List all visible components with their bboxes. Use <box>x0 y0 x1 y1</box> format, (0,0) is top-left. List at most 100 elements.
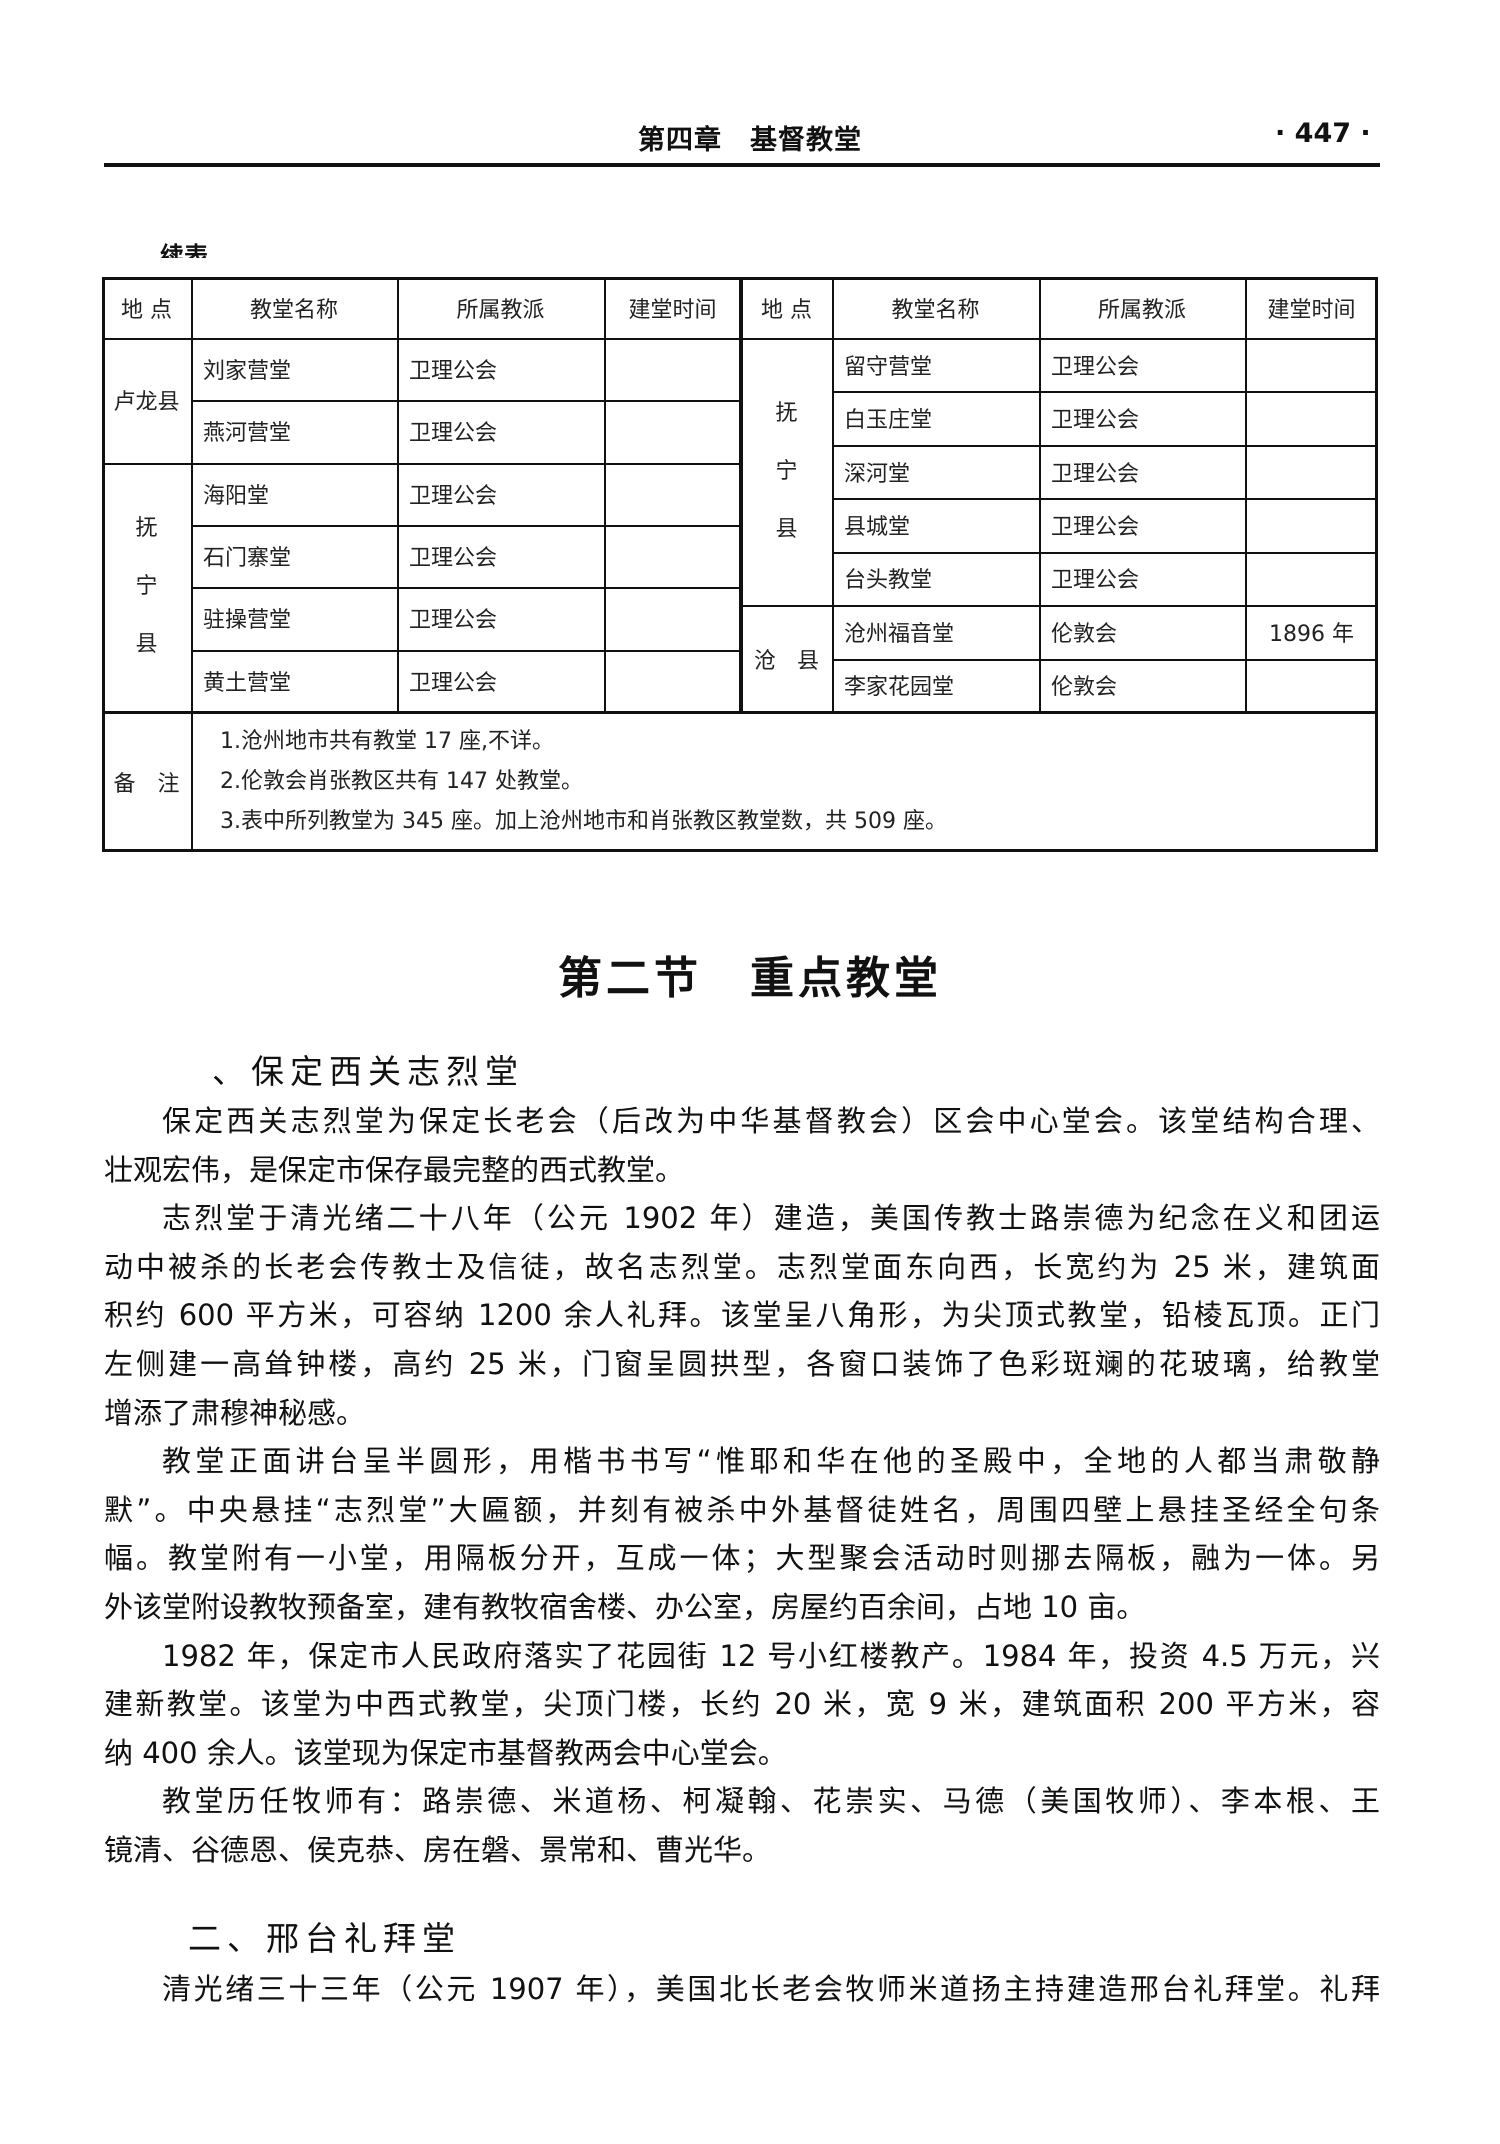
table-rule <box>191 587 741 589</box>
church-name: 县城堂 <box>844 514 911 540</box>
table-rule <box>397 277 399 712</box>
build-year <box>604 400 741 462</box>
location-char: 抚 <box>135 516 158 542</box>
table-rule <box>102 277 105 852</box>
build-year <box>604 338 741 400</box>
column-header: 所属教派 <box>1097 297 1186 323</box>
text-line: 清光绪三十三年（公元 1907 年），美国北长老会牧师米道扬主持建造邢台礼拜堂。… <box>162 1972 1380 2006</box>
note-line: 1.沧州地市共有教堂 17 座,不详。 <box>220 729 554 754</box>
location-cell: 抚宁县 <box>741 338 832 605</box>
running-header-title: 第四章 基督教堂 <box>638 125 862 156</box>
text-line: 积约 600 平方米，可容纳 1200 余人礼拜。该堂呈八角形，为尖顶式教堂，铅… <box>104 1298 1380 1333</box>
table-rule <box>191 277 193 852</box>
table-rule <box>739 277 743 712</box>
subheading-2: 二、邢台礼拜堂 <box>188 1919 461 1958</box>
table-rule <box>191 463 741 465</box>
church-name: 石门寨堂 <box>203 546 292 572</box>
table-rule <box>191 525 741 527</box>
build-year <box>604 525 741 587</box>
body-text-2: 清光绪三十三年（公元 1907 年），美国北长老会牧师米道扬主持建造邢台礼拜堂。… <box>104 1965 1380 2014</box>
notes-label: 备 注 <box>113 772 180 797</box>
build-year <box>1245 391 1378 444</box>
table-rule <box>102 463 191 465</box>
table-rule <box>832 552 1378 554</box>
location-char: 县 <box>135 632 158 658</box>
note-line: 3.表中所列教堂为 345 座。加上沧州地市和肖张教区教堂数，共 509 座。 <box>220 809 947 834</box>
location-cell: 沧 县 <box>754 648 819 674</box>
build-year: 1896 年 <box>1269 621 1354 647</box>
table-rule <box>102 711 1378 714</box>
denomination: 卫理公会 <box>1051 461 1140 487</box>
text-line: 默”。中央悬挂“志烈堂”大匾额，并刻有被杀中外基督徒姓名，周围四壁上悬挂圣经全句… <box>104 1492 1380 1527</box>
location-char: 抚 <box>775 400 798 426</box>
text-line: 志烈堂于清光绪二十八年（公元 1902 年）建造，美国传教士路崇德为纪念在义和团… <box>162 1201 1380 1236</box>
column-header: 建堂时间 <box>1267 297 1356 323</box>
column-header: 教堂名称 <box>249 297 338 323</box>
note-line: 2.伦敦会肖张教区共有 147 处教堂。 <box>220 769 583 794</box>
church-name: 深河堂 <box>844 461 911 487</box>
text-line: 壮观宏伟，是保定市保存最完整的西式教堂。 <box>104 1152 685 1187</box>
table-rule <box>191 650 741 652</box>
denomination: 伦敦会 <box>1051 675 1118 701</box>
table-notes: 1.沧州地市共有教堂 17 座,不详。 2.伦敦会肖张教区共有 147 处教堂。… <box>220 722 947 842</box>
church-name: 沧州福音堂 <box>844 621 955 647</box>
table-rule <box>832 445 1378 447</box>
text-line: 动中被杀的长老会传教士及信徒，故名志烈堂。志烈堂面东向西，长宽约为 25 米，建… <box>104 1249 1380 1284</box>
table-rule <box>832 605 1378 607</box>
text-line: 镜清、谷德恩、侯克恭、房在磐、景常和、曹光华。 <box>104 1832 772 1867</box>
table-rule <box>832 659 1378 661</box>
build-year <box>604 650 741 712</box>
build-year <box>604 463 741 525</box>
location-char: 县 <box>775 516 798 542</box>
subheading-1: 、保定西关志烈堂 <box>212 1052 524 1091</box>
table-rule <box>1375 277 1378 852</box>
table-rule <box>102 849 1378 852</box>
text-line: 幅。教堂附有一小堂，用隔板分开，互成一体；大型聚会活动时则挪去隔板，融为一体。另 <box>104 1541 1380 1576</box>
column-header: 地 点 <box>121 297 172 323</box>
build-year <box>604 587 741 649</box>
table-rule <box>741 605 832 607</box>
text-line: 教堂正面讲台呈半圆形，用楷书书写“惟耶和华在他的圣殿中，全地的人都当肃敬静 <box>162 1444 1380 1479</box>
build-year <box>1245 338 1378 391</box>
text-line: 建新教堂。该堂为中西式教堂，尖顶门楼，长约 20 米，宽 9 米，建筑面积 20… <box>104 1687 1380 1722</box>
denomination: 卫理公会 <box>409 359 498 385</box>
table-rule <box>191 400 741 402</box>
text-line: 纳 400 余人。该堂现为保定市基督教两会中心堂会。 <box>104 1735 787 1770</box>
text-line: 左侧建一高耸钟楼，高约 25 米，门窗呈圆拱型，各窗口装饰了色彩斑斓的花玻璃，给… <box>104 1346 1380 1381</box>
church-name: 台头教堂 <box>844 568 933 594</box>
build-year <box>1245 498 1378 551</box>
text-line: 增添了肃穆神秘感。 <box>104 1395 366 1430</box>
column-header: 所属教派 <box>456 297 545 323</box>
denomination: 伦敦会 <box>1051 621 1118 647</box>
table-rule <box>832 498 1378 500</box>
denomination: 卫理公会 <box>409 608 498 634</box>
church-name: 李家花园堂 <box>844 675 955 701</box>
table-rule <box>832 391 1378 393</box>
denomination: 卫理公会 <box>409 483 498 509</box>
build-year <box>1245 552 1378 605</box>
text-line: 教堂历任牧师有：路崇德、米道杨、柯凝翰、花崇实、马德（美国牧师）、李本根、王 <box>162 1784 1380 1819</box>
column-header: 建堂时间 <box>628 297 717 323</box>
header-rule <box>104 163 1380 167</box>
church-name: 刘家营堂 <box>203 359 292 385</box>
location-char: 宁 <box>775 458 798 484</box>
denomination: 卫理公会 <box>409 421 498 447</box>
church-name: 驻操营堂 <box>203 608 292 634</box>
location-cell: 抚宁县 <box>102 463 191 712</box>
denomination: 卫理公会 <box>1051 408 1140 434</box>
text-line: 保定西关志烈堂为保定长老会（后改为中华基督教会）区会中心堂会。该堂结构合理、 <box>162 1104 1380 1138</box>
denomination: 卫理公会 <box>409 546 498 572</box>
section-title: 第二节 重点教堂 <box>558 953 942 1004</box>
column-header: 地 点 <box>761 297 812 323</box>
denomination: 卫理公会 <box>1051 354 1140 380</box>
continued-label: 续表 <box>160 242 208 258</box>
page-number: · 447 · <box>1275 118 1371 149</box>
location-char: 宁 <box>135 574 158 600</box>
denomination: 卫理公会 <box>1051 568 1140 594</box>
build-year <box>1245 659 1378 712</box>
table-rule <box>832 277 834 712</box>
table-rule <box>1245 277 1247 712</box>
denomination: 卫理公会 <box>409 670 498 696</box>
church-name: 海阳堂 <box>203 483 270 509</box>
build-year <box>1245 445 1378 498</box>
